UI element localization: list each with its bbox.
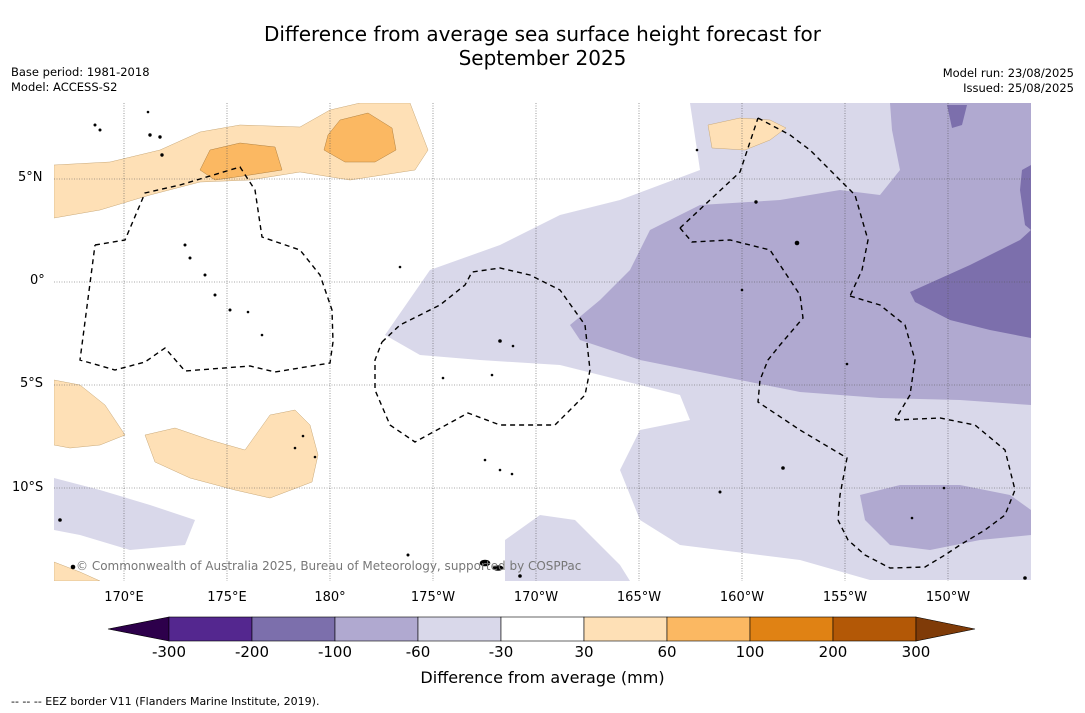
title-line-2: September 2025 bbox=[458, 46, 627, 70]
colorbar-tick: 60 bbox=[657, 643, 677, 661]
eez-border-line-islands bbox=[757, 117, 869, 297]
colorbar-segment bbox=[666, 616, 751, 642]
dark-purple-patch bbox=[947, 105, 967, 128]
eez-border-southeast bbox=[837, 417, 1016, 569]
lat-label-10s: 10°S bbox=[12, 480, 44, 495]
light-orange-south bbox=[144, 409, 319, 499]
colorbar bbox=[107, 616, 976, 642]
colorbar-segment bbox=[334, 616, 419, 642]
map-area: © Commonwealth of Australia 2025, Bureau… bbox=[54, 103, 1031, 581]
medium-purple-southeast bbox=[860, 485, 1031, 550]
eez-border-east bbox=[849, 295, 916, 421]
eez-legend: -- -- -- EEZ border V11 (Flanders Marine… bbox=[11, 695, 320, 708]
lon-label-150w: 150°W bbox=[925, 590, 971, 605]
eez-border-phoenix bbox=[679, 117, 759, 229]
lon-label-175w: 175°W bbox=[410, 590, 456, 605]
lon-label-160w: 160°W bbox=[719, 590, 765, 605]
eez-border-tokelau bbox=[374, 267, 591, 443]
colorbar-tick: -200 bbox=[234, 643, 270, 661]
lon-label-175e: 175°E bbox=[207, 590, 247, 605]
lon-label-155w: 155°W bbox=[822, 590, 868, 605]
dark-purple-east-edge bbox=[1020, 165, 1031, 230]
medium-purple-anomaly bbox=[570, 103, 1031, 405]
title-line-1: Difference from average sea surface heig… bbox=[263, 22, 822, 46]
gridlines bbox=[54, 103, 1031, 581]
colorbar-tick: -60 bbox=[405, 643, 431, 661]
copyright-notice: © Commonwealth of Australia 2025, Bureau… bbox=[76, 559, 581, 573]
colorbar-segment bbox=[749, 616, 834, 642]
base-period: Base period: 1981-2018 bbox=[11, 65, 150, 79]
lat-label-0: 0° bbox=[30, 273, 45, 288]
colorbar-under-arrow bbox=[107, 616, 170, 642]
colorbar-segment bbox=[500, 616, 585, 642]
lon-label-170w: 170°W bbox=[513, 590, 559, 605]
eez-border-central bbox=[679, 227, 848, 521]
colorbar-tick: -30 bbox=[488, 643, 514, 661]
colorbar-over-arrow bbox=[915, 616, 976, 642]
eez-border-kiribati-tuvalu bbox=[79, 166, 334, 373]
light-orange-northeast bbox=[707, 117, 787, 151]
dark-purple-anomaly bbox=[910, 230, 1031, 338]
colorbar-segment bbox=[583, 616, 668, 642]
colorbar-tick: -300 bbox=[151, 643, 187, 661]
orange-anomaly-2 bbox=[323, 112, 397, 163]
meta-left: Base period: 1981-2018 Model: ACCESS-S2 bbox=[11, 65, 150, 95]
meta-right: Model run: 23/08/2025 Issued: 25/08/2025 bbox=[943, 66, 1074, 96]
light-orange-west bbox=[54, 379, 126, 449]
islands bbox=[58, 110, 1027, 580]
colorbar-tick: 30 bbox=[574, 643, 594, 661]
colorbar-label: Difference from average (mm) bbox=[420, 668, 665, 687]
lon-label-180: 180° bbox=[314, 590, 346, 605]
colorbar-segment bbox=[168, 616, 253, 642]
colorbar-tick: 200 bbox=[818, 643, 848, 661]
colorbar-tick: 100 bbox=[735, 643, 765, 661]
lon-label-170e: 170°E bbox=[104, 590, 144, 605]
model-run: Model run: 23/08/2025 bbox=[942, 66, 1074, 80]
lat-label-5n: 5°N bbox=[18, 170, 43, 185]
lat-label-5s: 5°S bbox=[20, 376, 44, 391]
colorbar-tick: 300 bbox=[901, 643, 931, 661]
colorbar-segment bbox=[417, 616, 502, 642]
light-orange-southwest-corner bbox=[54, 561, 101, 581]
light-purple-southwest bbox=[54, 478, 195, 550]
lon-label-165w: 165°W bbox=[616, 590, 662, 605]
issued-date: Issued: 25/08/2025 bbox=[963, 81, 1074, 95]
model-name: Model: ACCESS-S2 bbox=[11, 80, 118, 94]
colorbar-segment bbox=[251, 616, 336, 642]
orange-anomaly-1 bbox=[199, 142, 283, 181]
map-title: Difference from average sea surface heig… bbox=[0, 22, 1085, 70]
colorbar-tick: -100 bbox=[317, 643, 353, 661]
eez-borders bbox=[79, 117, 1016, 569]
colorbar-segment bbox=[832, 616, 917, 642]
